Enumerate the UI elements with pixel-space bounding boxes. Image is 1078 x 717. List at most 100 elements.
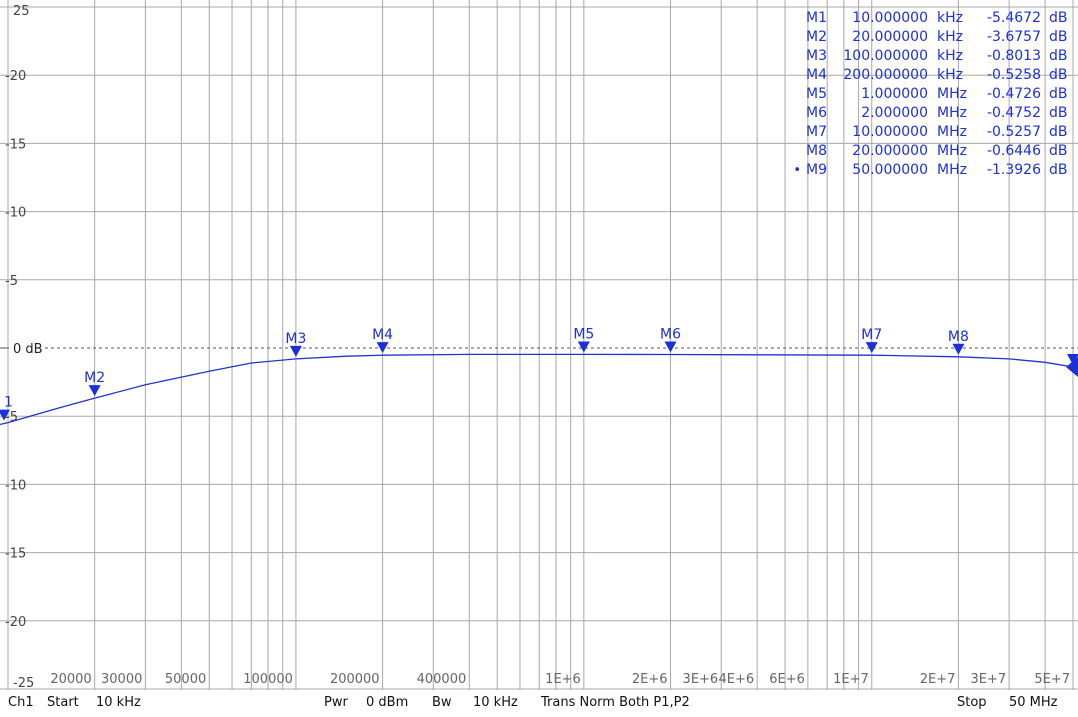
marker-table-id: M1 <box>806 10 827 26</box>
marker-table-db-unit: dB <box>1049 105 1068 121</box>
marker-label: M7 <box>861 327 882 343</box>
marker-m3[interactable]: M3 <box>285 331 306 357</box>
x-tick-label: 2E+6 <box>632 672 668 687</box>
marker-readout-table: M1 10.000000 kHz -5.4672 dB M2 20.000000 kHz -3.… <box>793 10 1067 178</box>
marker-label: M8 <box>948 329 969 345</box>
marker-triangle[interactable] <box>88 385 101 397</box>
marker-table-unit: MHz <box>937 162 967 178</box>
marker-table-value: -0.4752 <box>987 105 1041 121</box>
marker-table-id: M8 <box>806 143 827 159</box>
x-tick-label: 400000 <box>417 672 467 687</box>
y-tick-label: -5 <box>5 274 18 289</box>
marker-table-db-unit: dB <box>1049 162 1068 178</box>
power-value[interactable]: 0 dBm <box>366 695 409 710</box>
marker-table-db-unit: dB <box>1049 124 1068 140</box>
marker-table-id: M4 <box>806 67 827 83</box>
marker-table-id: M9 <box>806 162 827 178</box>
stop-label: Stop <box>957 695 987 710</box>
marker-table-unit: MHz <box>937 143 967 159</box>
marker-triangle[interactable] <box>289 345 302 357</box>
marker-table-frequency: 100.000000 <box>843 48 928 64</box>
marker-triangle[interactable] <box>1067 353 1078 365</box>
y-tick-labels: 25 -20 -15 -10 -5 -5 -10 -15 -20 -25 <box>5 4 34 690</box>
x-tick-label: 3E+6 <box>683 672 719 687</box>
marker-m2[interactable]: M2 <box>84 370 105 397</box>
y-tick-label: -15 <box>5 137 26 152</box>
y-tick-label: -20 <box>5 69 26 84</box>
marker-table-unit: MHz <box>937 124 967 140</box>
stop-value[interactable]: 50 MHz <box>1009 695 1058 710</box>
marker-table-db-unit: dB <box>1049 143 1068 159</box>
marker-table-frequency: 2.000000 <box>861 105 928 121</box>
marker-table-unit: kHz <box>937 48 963 64</box>
marker-m8[interactable]: M8 <box>948 329 969 355</box>
marker-table-frequency: 10.000000 <box>852 124 928 140</box>
marker-label: M4 <box>372 327 393 343</box>
trace <box>0 353 1078 426</box>
marker-triangle[interactable] <box>577 341 590 353</box>
x-tick-label: 1E+6 <box>545 672 581 687</box>
marker-table-db-unit: dB <box>1049 67 1068 83</box>
marker-triangle[interactable] <box>0 409 10 421</box>
x-tick-label: 5E+7 <box>1034 672 1070 687</box>
marker-m6[interactable]: M6 <box>660 326 681 353</box>
marker-m4[interactable]: M4 <box>372 327 393 354</box>
bandwidth-value[interactable]: 10 kHz <box>473 695 518 710</box>
marker-m9[interactable] <box>1066 353 1078 377</box>
marker-table-db-unit: dB <box>1049 10 1068 26</box>
marker-m7[interactable]: M7 <box>861 327 882 354</box>
marker-table-frequency: 200.000000 <box>843 67 928 83</box>
marker-table-unit: kHz <box>937 67 963 83</box>
y-tick-label: -25 <box>13 676 34 690</box>
measurement-mode[interactable]: Trans Norm Both P1,P2 <box>541 695 690 710</box>
marker-table-frequency: 10.000000 <box>852 10 928 26</box>
marker-m1[interactable]: 1 <box>0 395 13 421</box>
y-tick-label: -20 <box>5 615 26 630</box>
marker-triangle[interactable] <box>376 342 389 354</box>
trace-line <box>0 353 1078 426</box>
x-tick-label: 1E+7 <box>833 672 869 687</box>
marker-table-frequency: 1.000000 <box>861 86 928 102</box>
marker-m5[interactable]: M5 <box>573 326 594 353</box>
marker-label: M5 <box>573 326 594 342</box>
marker-table-value: -0.5257 <box>987 124 1041 140</box>
start-value[interactable]: 10 kHz <box>96 695 141 710</box>
marker-label: 1 <box>4 395 13 411</box>
x-tick-label: 20000 <box>50 672 91 687</box>
marker-table-id: M6 <box>806 105 827 121</box>
marker-table-db-unit: dB <box>1049 48 1068 64</box>
start-label: Start <box>47 695 79 710</box>
x-tick-label: 6E+6 <box>769 672 805 687</box>
marker-table-value: -0.6446 <box>987 143 1041 159</box>
marker-label: M2 <box>84 370 105 386</box>
x-tick-label: 4E+6 <box>719 672 755 687</box>
marker-table-id: M2 <box>806 29 827 45</box>
marker-table-unit: MHz <box>937 86 967 102</box>
x-tick-label: 100000 <box>243 672 293 687</box>
marker-table-db-unit: dB <box>1049 86 1068 102</box>
marker-table-id: M3 <box>806 48 827 64</box>
marker-table-unit: MHz <box>937 105 967 121</box>
marker-label: M6 <box>660 326 681 342</box>
reference-line: 0 dB <box>0 342 1078 357</box>
marker-table-value: -3.6757 <box>987 29 1041 45</box>
channel-label[interactable]: Ch1 <box>8 695 34 710</box>
marker-triangle[interactable] <box>664 341 677 353</box>
marker-table-frequency: 20.000000 <box>852 29 928 45</box>
x-tick-label: 200000 <box>330 672 380 687</box>
horizontal-gridlines <box>0 6 1078 690</box>
y-tick-label: -5 <box>5 410 18 425</box>
marker-table-value: -0.8013 <box>987 48 1041 64</box>
x-tick-labels: 20000 30000 50000 100000 200000 400000 1E+6 2E+… <box>50 672 1070 687</box>
x-tick-label: 2E+7 <box>920 672 956 687</box>
plot-markers[interactable]: 1 M2 M3 M4 M5 M6 M7 M8 <box>0 326 1078 421</box>
marker-table-unit: kHz <box>937 29 963 45</box>
marker-table-db-unit: dB <box>1049 29 1068 45</box>
x-tick-label: 3E+7 <box>970 672 1006 687</box>
bandwidth-label: Bw <box>432 695 452 710</box>
active-marker-arrow[interactable] <box>1066 356 1078 377</box>
marker-triangle[interactable] <box>865 342 878 354</box>
marker-triangle[interactable] <box>952 343 965 355</box>
marker-table-value: -0.5258 <box>987 67 1041 83</box>
chart-plot: 0 dB 25 -20 -15 -10 -5 -5 -10 -15 -20 -25 20000 30… <box>0 0 1078 690</box>
